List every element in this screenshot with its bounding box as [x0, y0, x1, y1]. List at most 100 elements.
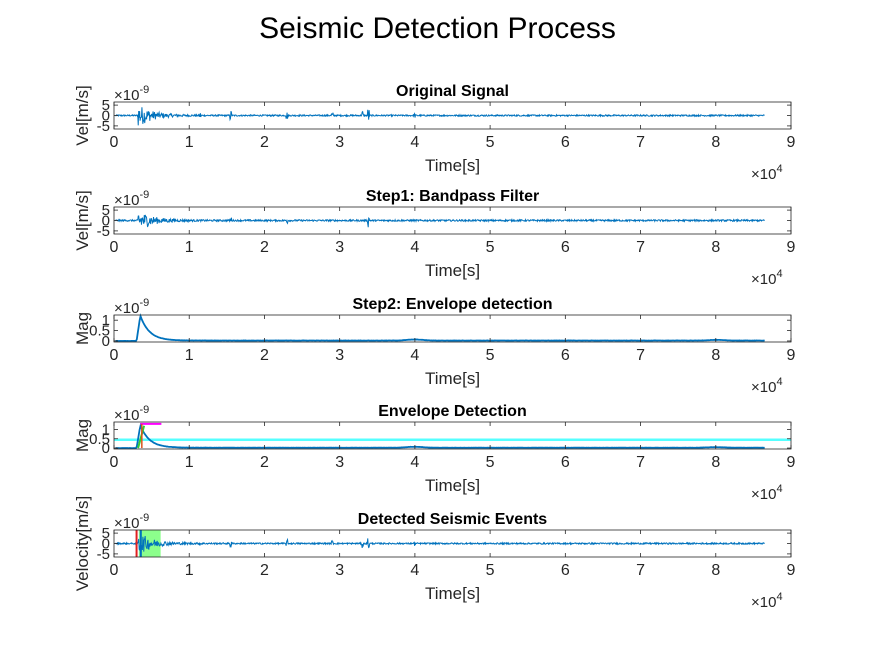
y-axis-label: Mag: [73, 419, 92, 452]
y-tick-label: 1: [102, 312, 110, 329]
y-tick-label: 1: [102, 421, 110, 438]
y-exponent-power: -9: [139, 84, 149, 96]
y-axis-label: Vel[m/s]: [73, 190, 92, 250]
x-tick-label: 8: [711, 454, 720, 471]
x-exponent-label: ×104: [751, 376, 783, 396]
x-tick-label: 5: [486, 134, 495, 151]
y-tick-label: 5: [102, 202, 110, 219]
y-tick-label: -5: [97, 118, 110, 135]
x-axis-label: Time[s]: [425, 261, 480, 280]
y-exponent-power: -9: [139, 297, 149, 309]
subplot-title: Original Signal: [396, 83, 509, 100]
x-tick-label: 3: [335, 454, 344, 471]
plot-area: [114, 422, 791, 449]
series-line: [115, 313, 765, 343]
x-tick-label: 1: [185, 134, 194, 151]
x-tick-label: 1: [185, 239, 194, 256]
x-axis-label: Time[s]: [425, 476, 480, 495]
x-exponent-power: 4: [776, 376, 782, 388]
x-tick-label: 9: [787, 134, 796, 151]
series-line: [115, 535, 765, 553]
plot-area: [114, 315, 791, 342]
y-axis-label: Mag: [73, 312, 92, 345]
x-tick-label: 8: [711, 562, 720, 579]
x-tick-label: 7: [636, 347, 645, 364]
x-tick-label: 2: [260, 239, 269, 256]
x-exponent-power: 4: [776, 163, 782, 175]
x-tick-label: 6: [561, 347, 570, 364]
subplot-title: Step1: Bandpass Filter: [366, 188, 539, 205]
x-tick-label: 2: [260, 134, 269, 151]
x-exponent-power: 4: [776, 483, 782, 495]
subplot-title: Step2: Envelope detection: [352, 296, 552, 313]
x-tick-label: 0: [110, 562, 119, 579]
x-tick-label: 0: [110, 454, 119, 471]
y-tick-label: 5: [102, 525, 110, 542]
x-tick-label: 6: [561, 454, 570, 471]
x-tick-label: 3: [335, 239, 344, 256]
x-tick-label: 6: [561, 134, 570, 151]
x-tick-label: 9: [787, 562, 796, 579]
subplot-title: Envelope Detection: [378, 403, 526, 420]
x-tick-label: 3: [335, 347, 344, 364]
rise-marker: [137, 425, 146, 449]
x-tick-label: 0: [110, 134, 119, 151]
x-tick-label: 3: [335, 562, 344, 579]
x-tick-label: 5: [486, 562, 495, 579]
x-tick-label: 2: [260, 562, 269, 579]
y-exponent-label: ×10-9: [114, 512, 149, 532]
x-axis-label: Time[s]: [425, 369, 480, 388]
x-tick-label: 8: [711, 239, 720, 256]
x-tick-label: 6: [561, 562, 570, 579]
x-tick-label: 5: [486, 454, 495, 471]
x-exponent-label: ×104: [751, 483, 783, 503]
x-tick-label: 0: [110, 347, 119, 364]
x-exponent-label: ×104: [751, 591, 783, 611]
x-tick-label: 4: [410, 562, 419, 579]
y-exponent-label: ×10-9: [114, 189, 149, 209]
y-exponent-power: -9: [139, 189, 149, 201]
x-tick-label: 7: [636, 239, 645, 256]
y-tick-label: 0: [102, 536, 110, 553]
x-tick-label: 1: [185, 562, 194, 579]
y-tick-label: 0.5: [89, 323, 110, 340]
axes-box: [113, 421, 792, 450]
x-tick-label: 4: [410, 347, 419, 364]
x-axis-label: Time[s]: [425, 584, 480, 603]
x-exponent-label: ×104: [751, 268, 783, 288]
axes-box: [113, 314, 792, 343]
y-axis-label: Vel[m/s]: [73, 85, 92, 145]
x-tick-label: 0: [110, 239, 119, 256]
x-tick-label: 7: [636, 454, 645, 471]
x-exponent-power: 4: [776, 591, 782, 603]
y-tick-label: -5: [97, 546, 110, 563]
series-line: [115, 214, 765, 228]
x-tick-label: 1: [185, 454, 194, 471]
series-line: [115, 107, 765, 126]
y-exponent-label: ×10-9: [114, 297, 149, 317]
series-line: [115, 422, 765, 450]
x-tick-label: 3: [335, 134, 344, 151]
x-tick-label: 6: [561, 239, 570, 256]
x-tick-label: 7: [636, 134, 645, 151]
x-tick-label: 5: [486, 239, 495, 256]
y-tick-label: -5: [97, 223, 110, 240]
x-tick-label: 5: [486, 347, 495, 364]
y-tick-label: 0: [102, 440, 110, 457]
x-axis-label: Time[s]: [425, 156, 480, 175]
y-exponent-power: -9: [139, 404, 149, 416]
x-tick-label: 4: [410, 134, 419, 151]
x-tick-label: 9: [787, 347, 796, 364]
y-tick-label: 0: [102, 108, 110, 125]
x-tick-label: 9: [787, 454, 796, 471]
x-tick-label: 4: [410, 454, 419, 471]
x-tick-label: 8: [711, 347, 720, 364]
y-exponent-label: ×10-9: [114, 84, 149, 104]
y-tick-label: 5: [102, 97, 110, 114]
